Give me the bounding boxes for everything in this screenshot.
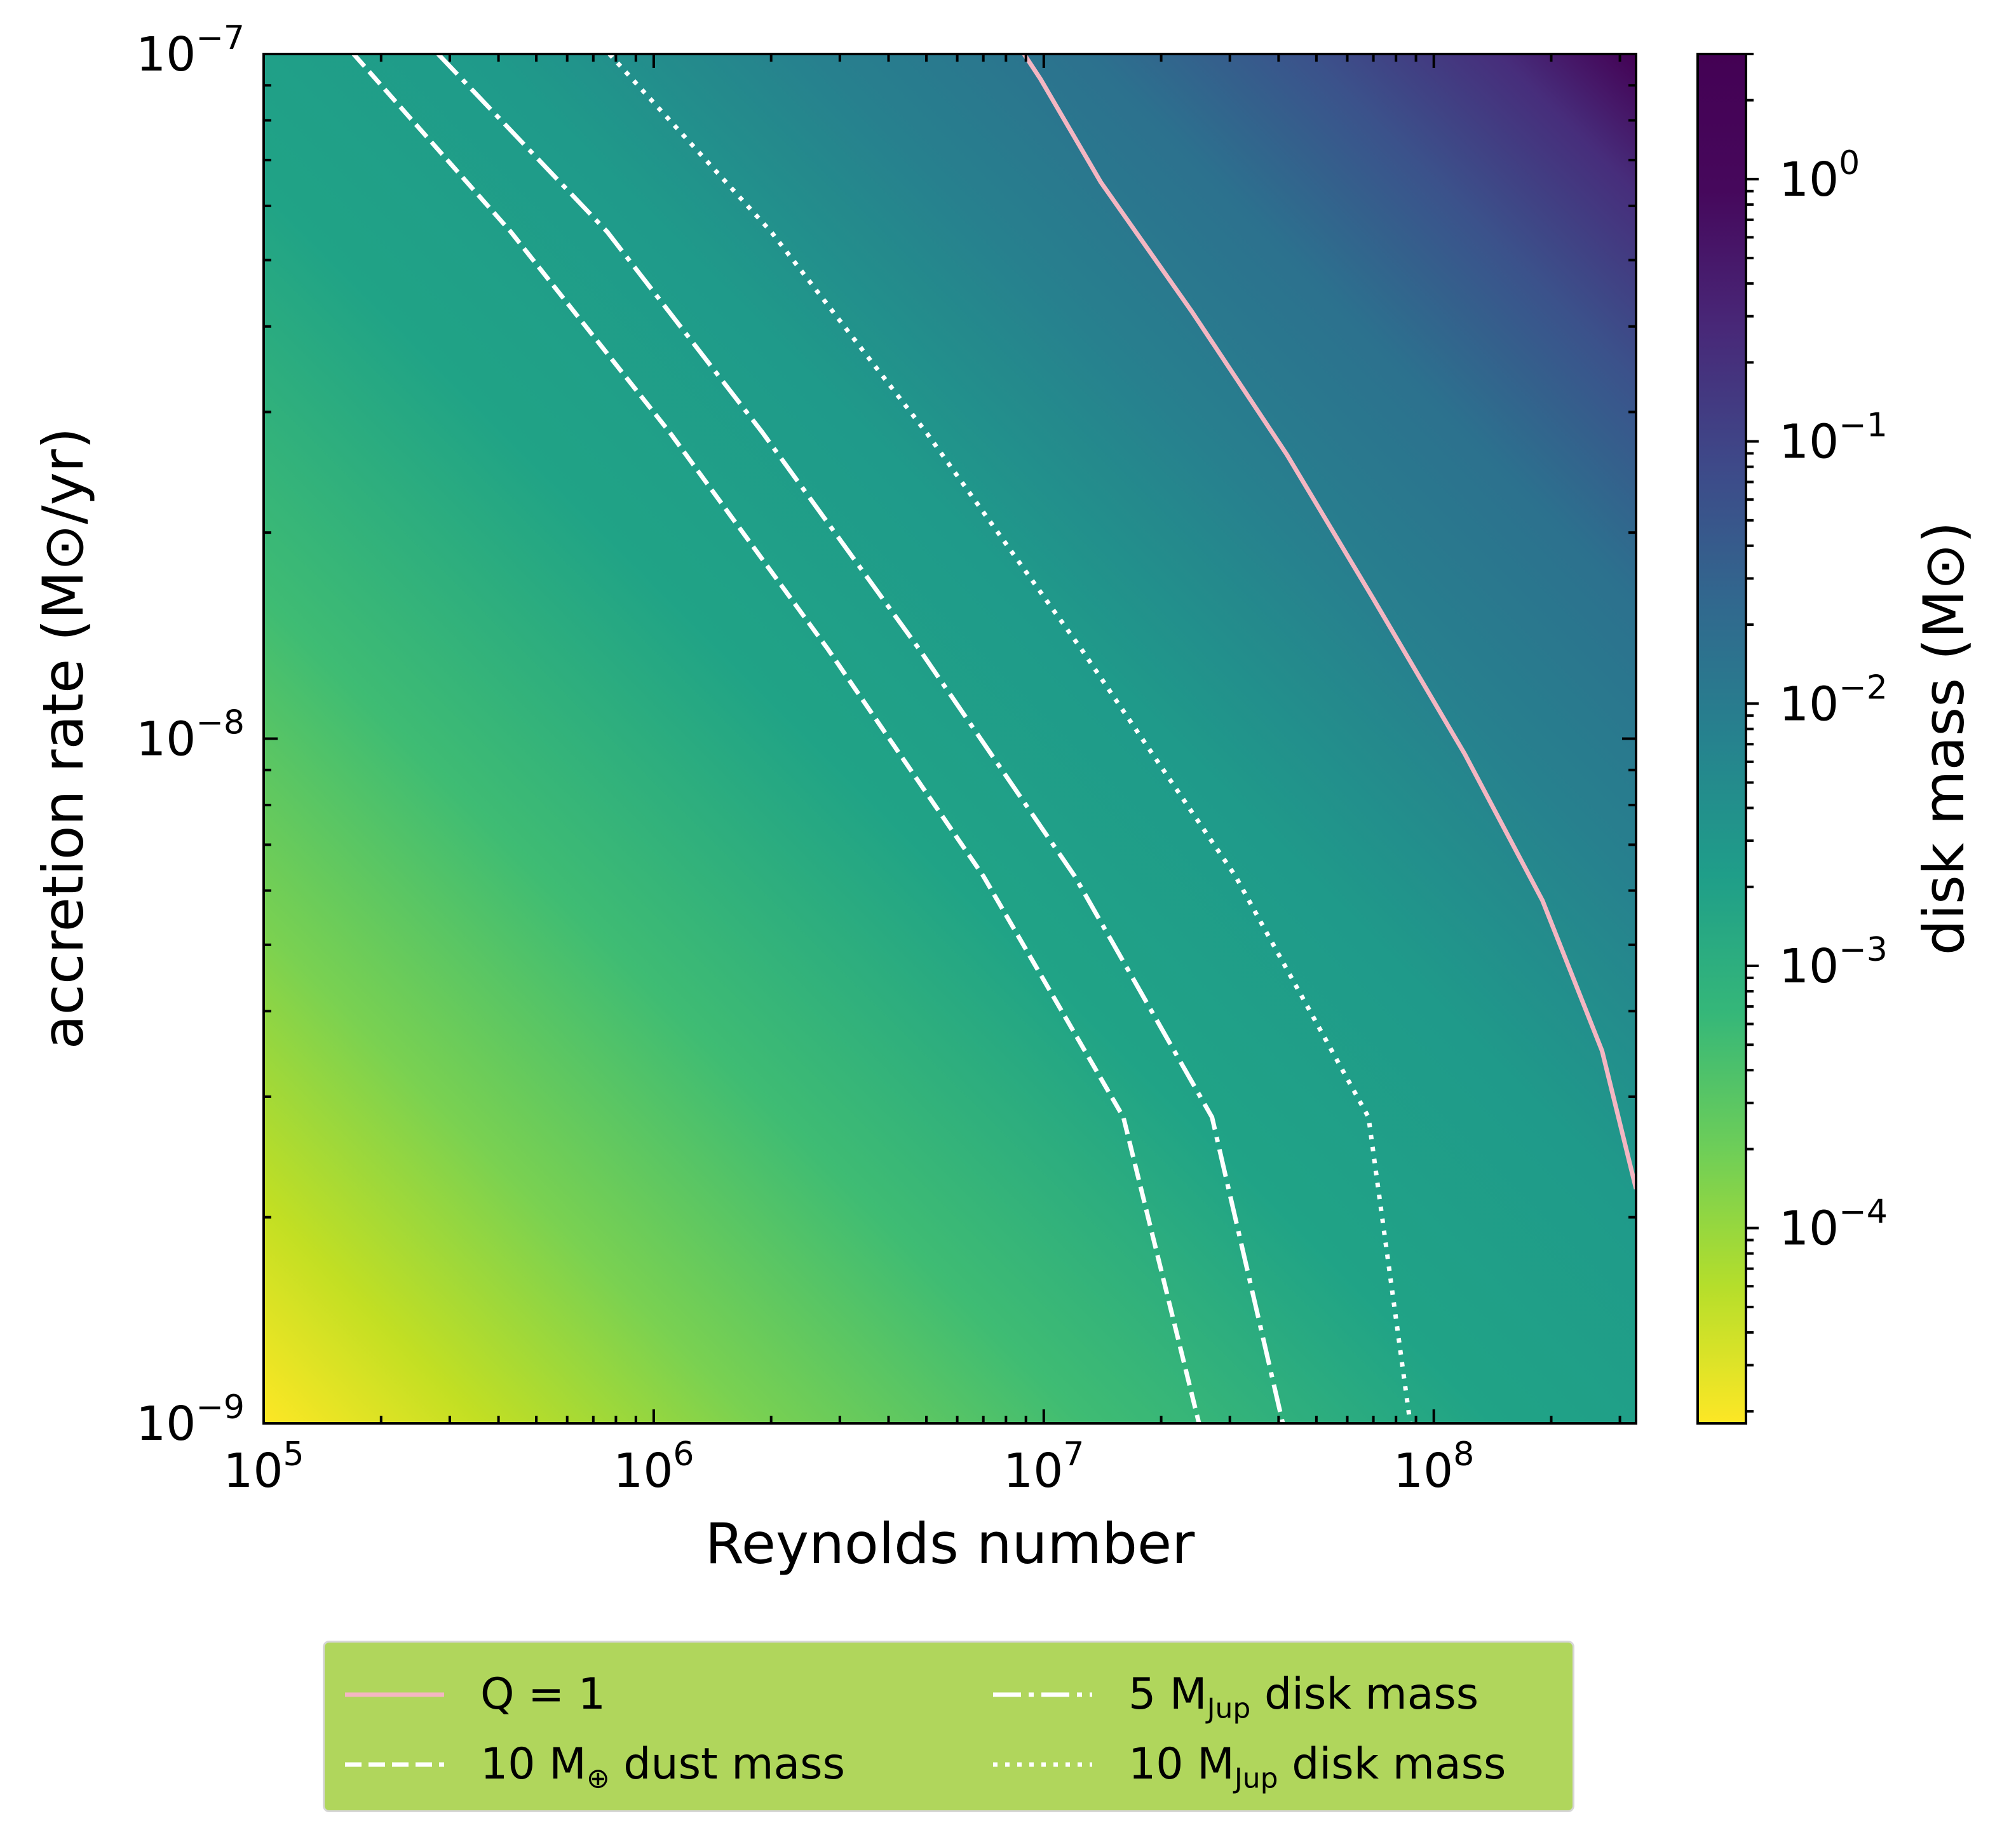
y-axis-label: accretion rate (M⊙/yr) xyxy=(30,428,96,1050)
series-line-1 xyxy=(351,54,1201,1423)
colorbar-tick-label-3: 10−1 xyxy=(1779,407,1888,470)
x-tick-label-2: 107 xyxy=(1003,1435,1084,1498)
x-axis-label: Reynolds number xyxy=(705,1511,1195,1576)
y-tick-label-1: 10−8 xyxy=(136,704,245,767)
colorbar-axis: 10−4 10−3 10−2 10−1 100 xyxy=(1746,53,1888,1413)
series-line-2 xyxy=(436,54,1285,1423)
legend-label-q1: Q = 1 xyxy=(480,1669,605,1719)
series-line-3 xyxy=(607,54,1413,1423)
x-axis: 105 106 107 108 xyxy=(223,54,1621,1498)
heatmap-area xyxy=(264,54,1636,1423)
x-tick-label-3: 108 xyxy=(1393,1435,1474,1498)
legend-swatch-q1 xyxy=(345,1692,444,1697)
x-tick-label-0: 105 xyxy=(223,1435,304,1498)
colorbar-tick-label-0: 10−4 xyxy=(1779,1193,1888,1256)
legend-swatch-dust xyxy=(345,1762,444,1767)
colorbar-tick-label-4: 100 xyxy=(1779,144,1860,207)
legend-swatch-jup10 xyxy=(993,1762,1092,1767)
series-layer xyxy=(351,54,1636,1423)
legend-label-jup10: 10 MJup disk mass xyxy=(1128,1739,1506,1795)
legend-label-dust: 10 M⊕ dust mass xyxy=(480,1739,846,1795)
colorbar-label: disk mass (M⊙) xyxy=(1911,522,1977,956)
legend-label-jup5: 5 MJup disk mass xyxy=(1128,1669,1479,1725)
legend: Q = 1 10 M⊕ dust mass 5 MJup disk mass 1… xyxy=(323,1641,1574,1812)
x-tick-label-1: 106 xyxy=(613,1435,694,1498)
colorbar-tick-label-2: 10−2 xyxy=(1779,668,1888,731)
series-line-0 xyxy=(1022,54,1636,1190)
colorbar xyxy=(1696,53,1747,1425)
y-axis: 10−9 10−8 10−7 xyxy=(136,19,1636,1451)
legend-swatch-jup5 xyxy=(993,1692,1092,1697)
y-tick-label-0: 10−9 xyxy=(136,1388,245,1451)
y-tick-label-2: 10−7 xyxy=(136,19,245,82)
colorbar-tick-label-1: 10−3 xyxy=(1779,931,1888,994)
